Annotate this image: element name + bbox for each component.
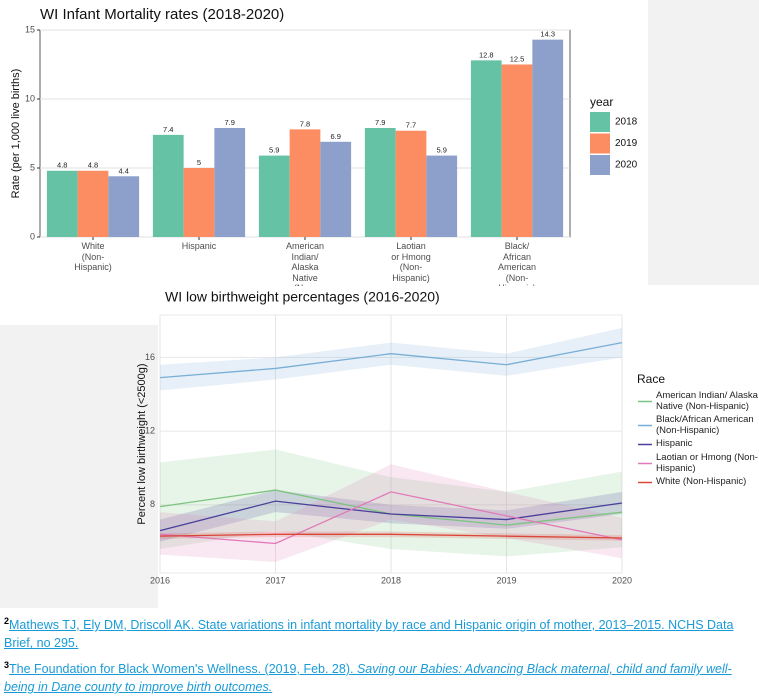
footnote-text[interactable]: Mathews TJ, Ely DM, Driscoll AK. State v… [4, 618, 734, 651]
legend-label: White (Non-Hispanic) [656, 476, 747, 487]
x-tick-label: American Indian/ Alaska Native (Non- His… [285, 241, 324, 286]
bar [108, 176, 140, 237]
footnote[interactable]: 2Mathews TJ, Ely DM, Driscoll AK. State … [4, 612, 758, 652]
value-label: 6.9 [331, 132, 341, 141]
bar [426, 155, 458, 237]
confidence-band [160, 449, 622, 557]
x-tick-label: Black/ African American (Non- Hispanic) [497, 241, 536, 286]
x-tick-label: White (Non- Hispanic) [74, 241, 112, 272]
bar [289, 129, 321, 237]
legend-label: Hispanic [656, 438, 693, 449]
line [159, 500, 623, 532]
value-label: 12.5 [510, 54, 525, 63]
footnote-text[interactable]: The Foundation for Black Women's Wellnes… [9, 662, 357, 677]
legend-label: American Indian/ Alaska Native (Non-Hisp… [656, 390, 758, 412]
value-label: 5.9 [269, 146, 279, 155]
legend-key [590, 155, 610, 175]
bar [214, 127, 246, 237]
chart-title: WI Infant Mortality rates (2018-2020) [40, 6, 284, 23]
legend-key [590, 112, 610, 132]
footnote-italic[interactable]: Saving our Babies: Advancing Black mater… [4, 662, 732, 695]
chart-title: WI low birthweight percentages (2016-202… [165, 289, 440, 305]
legend-key [590, 133, 610, 154]
y-axis-label: Rate (per 1,000 live births) [10, 69, 22, 199]
legend-label: Laotian or Hmong (Non-Hispanic) [656, 452, 758, 474]
y-tick-label: 5 [30, 162, 35, 172]
value-label: 7.7 [406, 121, 416, 130]
value-label: 7.8 [300, 119, 310, 128]
y-axis-label: Percent low birthweight (<2500g) [136, 363, 148, 524]
legend-title: year [590, 95, 613, 109]
value-label: 14.3 [540, 30, 555, 39]
y-tick-label: 16 [145, 352, 155, 362]
value-label: 12.8 [479, 50, 494, 59]
bar [258, 155, 290, 237]
confidence-band [160, 490, 622, 542]
line [159, 533, 623, 539]
value-label: 4.4 [119, 166, 129, 175]
bar [364, 127, 396, 237]
bar [501, 64, 533, 237]
x-tick-label: 2016 [150, 575, 170, 585]
legend-label: Black/African American (Non-Hispanic) [656, 414, 754, 436]
bar [532, 39, 564, 237]
footnote-number: 3 [4, 660, 10, 670]
background-panel [0, 325, 158, 608]
bar [320, 141, 352, 237]
bar [46, 170, 78, 237]
x-tick-label: 2019 [496, 575, 516, 585]
bar [77, 170, 109, 237]
footnote[interactable]: 3The Foundation for Black Women's Wellne… [4, 656, 758, 696]
x-tick-label: 2018 [381, 575, 401, 585]
x-tick-label: 2020 [612, 575, 632, 585]
y-tick-label: 12 [145, 425, 155, 435]
line [159, 342, 623, 379]
background-panel [648, 0, 759, 285]
value-label: 7.9 [225, 118, 235, 127]
value-label: 7.4 [163, 125, 173, 134]
legend-label: 2020 [615, 160, 638, 171]
y-tick-label: 10 [25, 93, 35, 103]
legend-label: 2019 [615, 138, 638, 149]
value-label: 5.9 [437, 146, 447, 155]
value-label: 7.9 [375, 118, 385, 127]
bar [152, 134, 184, 237]
y-tick-label: 15 [25, 24, 35, 34]
bar [470, 60, 502, 237]
value-label: 4.8 [88, 161, 98, 170]
line [159, 491, 623, 545]
y-tick-label: 8 [150, 499, 155, 509]
y-tick-label: 0 [30, 231, 35, 241]
footnote-number: 2 [4, 616, 10, 626]
legend-label: 2018 [615, 117, 638, 128]
bar [395, 130, 427, 237]
confidence-band [160, 464, 622, 562]
value-label: 5 [197, 158, 201, 167]
bar [183, 168, 215, 237]
x-tick-label: Hispanic [181, 241, 217, 251]
label-clip: White (Non- Hispanic) Hispanic American In… [0, 0, 759, 286]
x-tick-label: 2017 [265, 575, 285, 585]
x-tick-label: Laotian or Hmong (Non- Hispanic) [391, 241, 431, 283]
confidence-band [160, 327, 622, 391]
value-label: 4.8 [57, 161, 67, 170]
legend-title: Race [637, 372, 665, 386]
